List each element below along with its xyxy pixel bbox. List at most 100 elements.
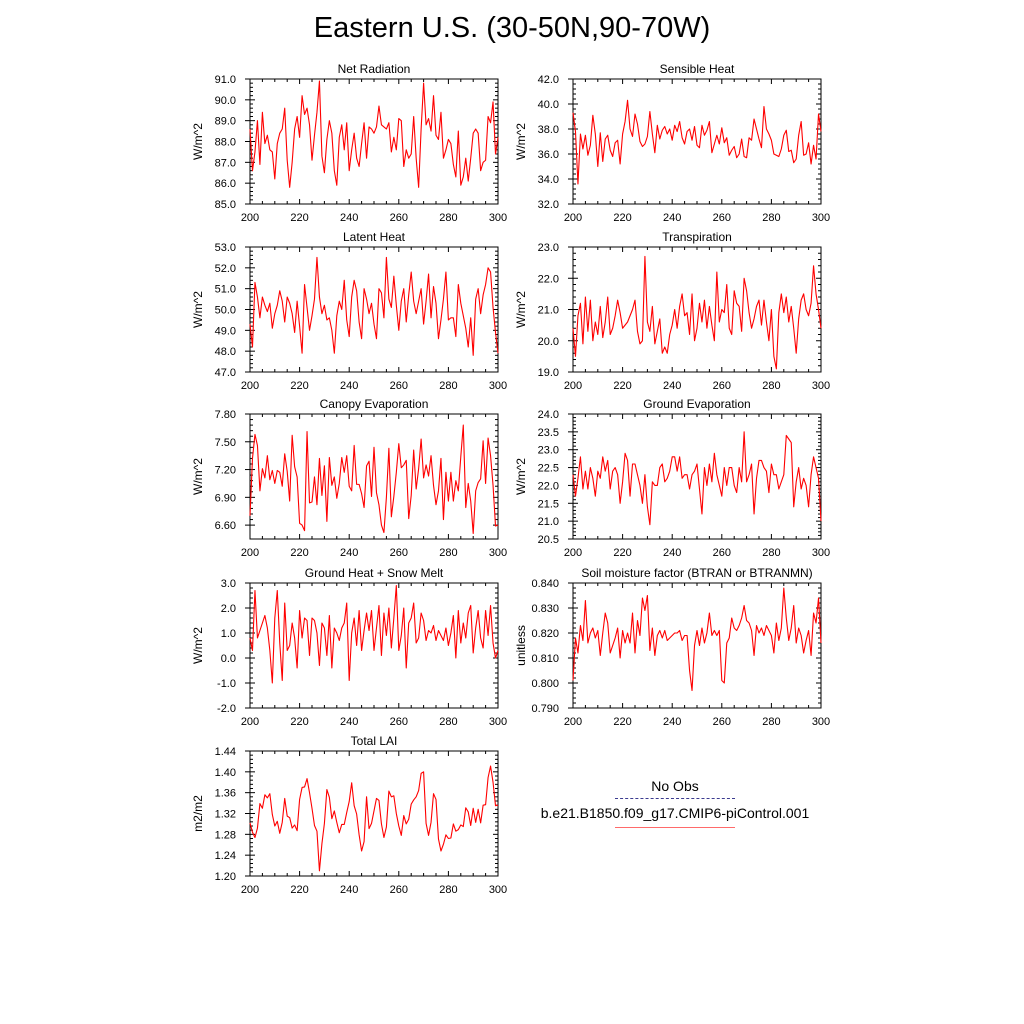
x-tick-label: 280 [762, 380, 780, 392]
x-tick-label: 300 [489, 716, 507, 728]
y-axis-label: W/m^2 [514, 291, 528, 328]
y-tick-label: 38.0 [538, 124, 559, 136]
chart-title: Ground Evaporation [643, 397, 750, 411]
x-tick-label: 220 [290, 212, 308, 224]
series-line [572, 99, 822, 185]
y-axis-label: W/m^2 [191, 627, 205, 664]
chart-panel: 200 220 240 260 280 300 6.60 6.90 7.20 7.50 7.80 Ca… [191, 397, 507, 559]
chart-panel: 200 220 240 260 280 300 -2.0 -1.0 0.0 1.0 2.0 3.0 Gr… [191, 566, 507, 728]
x-tick-label: 220 [613, 716, 631, 728]
x-tick-label: 200 [241, 380, 259, 392]
chart-panel: 200 220 240 260 280 300 1.20 1.24 1.28 1.32 1.36 1.… [191, 734, 507, 896]
x-tick-label: 200 [564, 547, 582, 559]
x-tick-label: 240 [340, 716, 358, 728]
y-tick-label: 21.0 [538, 516, 559, 528]
y-tick-label: 6.90 [215, 492, 236, 504]
y-tick-label: -1.0 [217, 678, 236, 690]
chart-panel: 200 220 240 260 280 300 32.0 34.0 36.0 38.0 40.0 42… [514, 62, 830, 224]
y-tick-label: 2.0 [221, 603, 236, 615]
x-tick-label: 200 [241, 884, 259, 896]
y-axis-label: unitless [514, 625, 528, 666]
x-tick-label: 280 [762, 716, 780, 728]
x-tick-label: 200 [564, 380, 582, 392]
y-tick-label: 87.0 [215, 157, 236, 169]
y-tick-label: 23.0 [538, 242, 559, 254]
x-tick-label: 200 [564, 212, 582, 224]
y-tick-label: 21.5 [538, 498, 559, 510]
y-axis-label: m2/m2 [191, 795, 205, 832]
y-tick-label: 7.20 [215, 465, 236, 477]
x-tick-label: 260 [713, 547, 731, 559]
y-axis-label: W/m^2 [191, 123, 205, 160]
y-tick-label: 1.0 [221, 628, 236, 640]
y-tick-label: 85.0 [215, 199, 236, 211]
series-line [249, 584, 499, 684]
y-tick-label: 0.790 [531, 703, 559, 715]
x-tick-label: 260 [713, 716, 731, 728]
chart-title: Transpiration [662, 230, 732, 244]
x-tick-label: 260 [390, 380, 408, 392]
x-tick-label: 280 [439, 547, 457, 559]
x-tick-label: 280 [439, 716, 457, 728]
x-tick-label: 220 [613, 380, 631, 392]
y-tick-label: 88.0 [215, 137, 236, 149]
page-title: Eastern U.S. (30-50N,90-70W) [313, 12, 711, 44]
y-tick-label: 6.60 [215, 520, 236, 532]
x-tick-label: 240 [340, 380, 358, 392]
series-line [572, 587, 822, 692]
x-tick-label: 220 [290, 380, 308, 392]
chart-panel: 200 220 240 260 280 300 47.0 48.0 49.0 50.0 51.0 52… [191, 230, 507, 392]
plot-frame [572, 582, 822, 709]
y-axis-label: W/m^2 [191, 291, 205, 328]
x-tick-label: 300 [812, 547, 830, 559]
x-tick-label: 220 [613, 547, 631, 559]
legend: No Obs b.e21.B1850.f09_g17.CMIP6-piContr… [520, 778, 830, 828]
chart-title: Sensible Heat [660, 62, 735, 76]
x-tick-label: 280 [439, 380, 457, 392]
y-tick-label: 90.0 [215, 95, 236, 107]
y-axis-label: W/m^2 [514, 123, 528, 160]
x-tick-label: 200 [241, 547, 259, 559]
x-tick-label: 240 [340, 212, 358, 224]
y-tick-label: 47.0 [215, 367, 236, 379]
x-tick-label: 280 [762, 212, 780, 224]
y-tick-label: 48.0 [215, 346, 236, 358]
y-tick-label: 1.28 [215, 829, 236, 841]
x-tick-label: 300 [812, 380, 830, 392]
y-axis-label: W/m^2 [191, 458, 205, 495]
y-tick-label: 34.0 [538, 174, 559, 186]
x-tick-label: 260 [390, 884, 408, 896]
y-tick-label: 36.0 [538, 149, 559, 161]
y-tick-label: 22.0 [538, 273, 559, 285]
y-tick-label: 0.830 [531, 603, 559, 615]
x-tick-label: 280 [762, 547, 780, 559]
series-line [572, 431, 822, 526]
y-tick-label: 0.840 [531, 578, 559, 590]
x-tick-label: 300 [489, 380, 507, 392]
y-tick-label: 1.24 [215, 850, 236, 862]
x-tick-label: 220 [290, 547, 308, 559]
legend-obs-label: No Obs [651, 778, 699, 794]
x-tick-label: 260 [713, 380, 731, 392]
chart-title: Total LAI [351, 734, 398, 748]
x-tick-label: 220 [290, 884, 308, 896]
series-line [249, 424, 499, 534]
y-tick-label: -2.0 [217, 703, 236, 715]
x-tick-label: 300 [489, 884, 507, 896]
x-tick-label: 220 [613, 212, 631, 224]
x-tick-label: 260 [390, 716, 408, 728]
y-tick-label: 1.36 [215, 788, 236, 800]
chart-title: Net Radiation [338, 62, 411, 76]
chart-title: Ground Heat + Snow Melt [305, 566, 444, 580]
y-tick-label: 86.0 [215, 178, 236, 190]
y-tick-label: 20.0 [538, 336, 559, 348]
y-tick-label: 23.5 [538, 427, 559, 439]
y-tick-label: 3.0 [221, 578, 236, 590]
x-tick-label: 200 [564, 716, 582, 728]
plot-frame [572, 413, 822, 540]
y-tick-label: 22.5 [538, 463, 559, 475]
legend-obs-line [615, 798, 735, 799]
x-tick-label: 240 [663, 380, 681, 392]
chart-title: Soil moisture factor (BTRAN or BTRANMN) [581, 566, 812, 580]
